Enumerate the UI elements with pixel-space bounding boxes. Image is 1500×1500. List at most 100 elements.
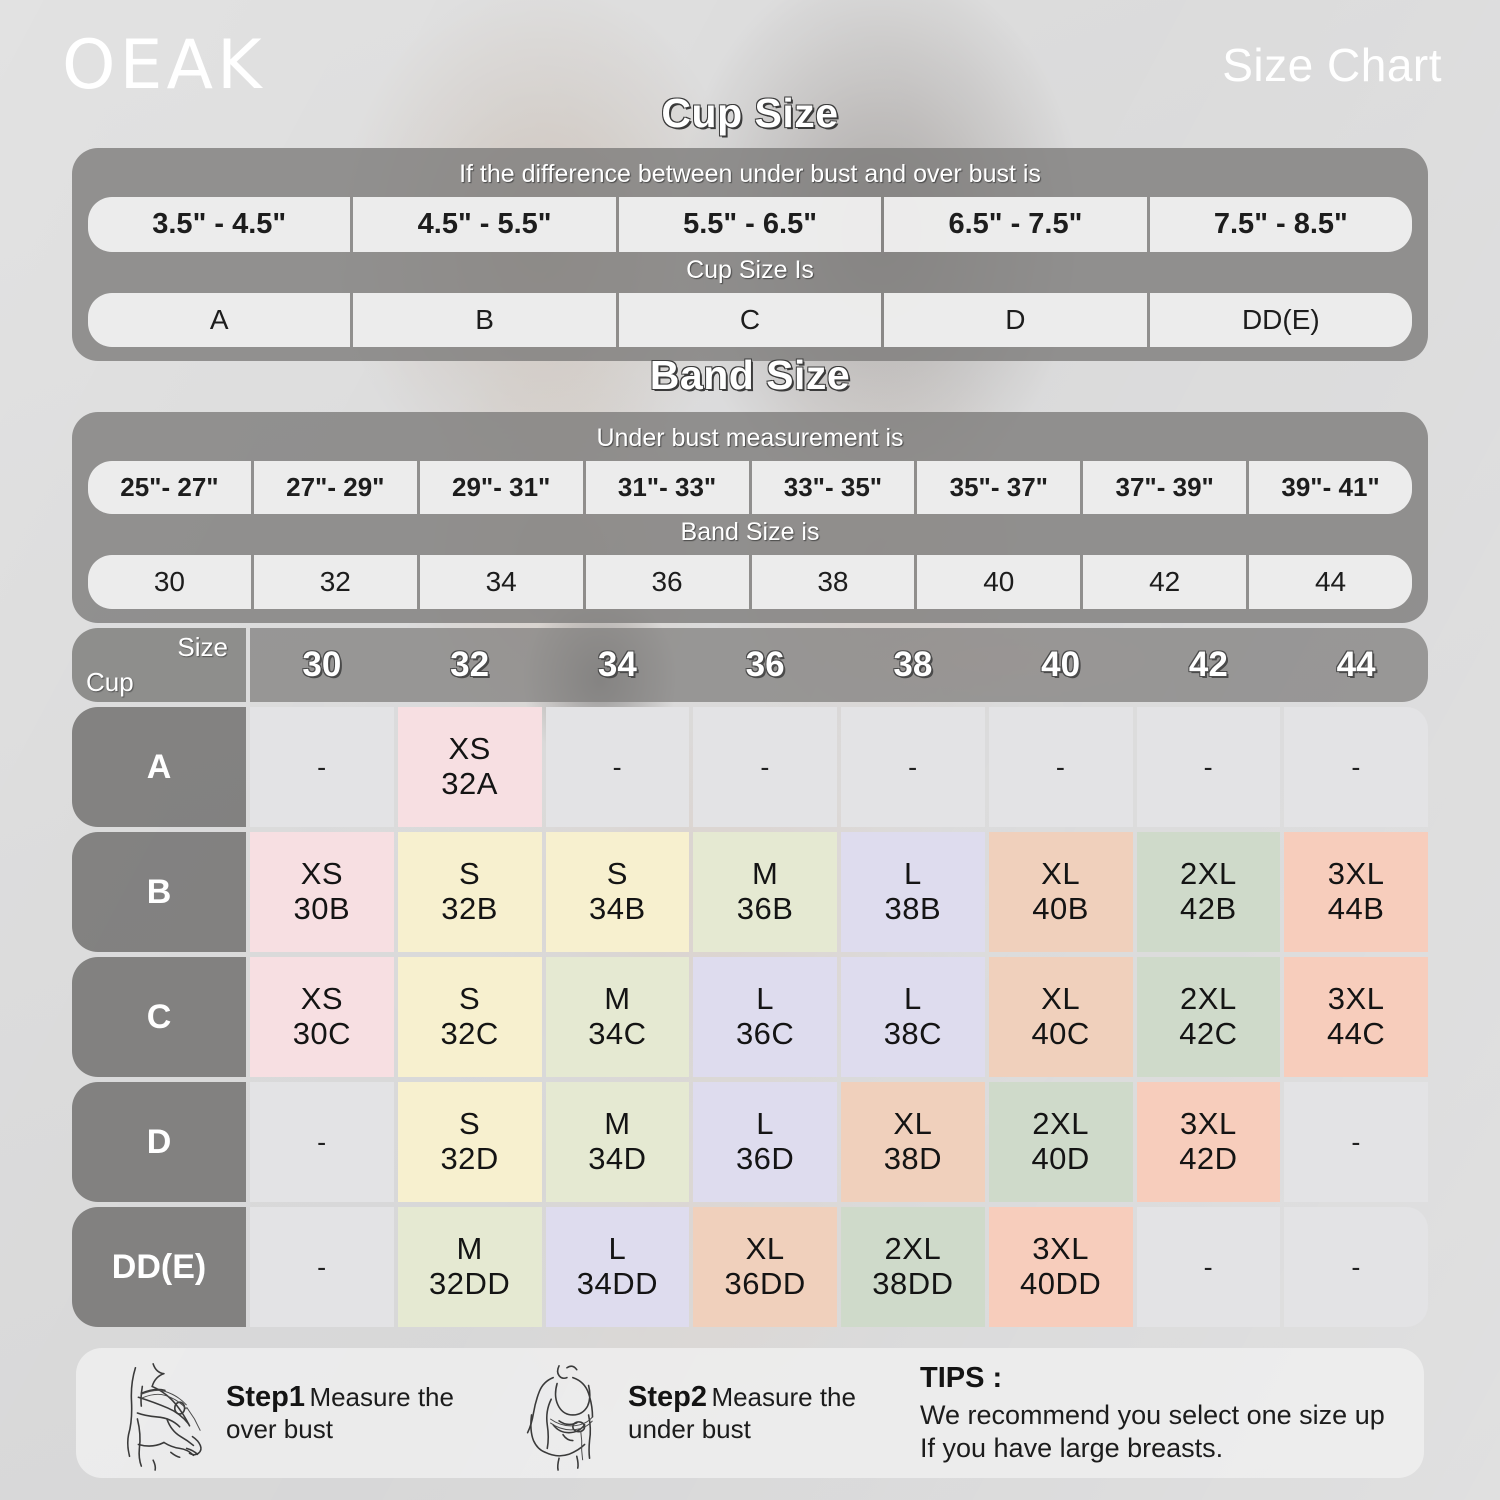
- band-value-row: 30 32 34 36 38 40 42 44: [88, 555, 1412, 609]
- matrix-cell-B-36: M 36B: [693, 832, 837, 952]
- cell-size: M: [604, 1106, 631, 1142]
- band-value-cell-3: 36: [585, 555, 749, 609]
- step-1-title: Step1: [226, 1380, 305, 1413]
- tips-line-1: We recommend you select one size up: [920, 1399, 1385, 1430]
- matrix-cell-A-40: -: [988, 707, 1133, 827]
- step-2-title: Step2: [628, 1380, 707, 1413]
- empty-marker: -: [1351, 1251, 1361, 1282]
- cup-size-heading: Cup Size: [661, 90, 839, 136]
- matrix-band-header-30: 30: [302, 645, 342, 684]
- cell-code: 34DD: [576, 1266, 658, 1301]
- matrix-cell-DD(E)-44: -: [1284, 1207, 1428, 1327]
- cell-size: XL: [745, 1231, 785, 1267]
- cell-size: XS: [300, 856, 344, 892]
- cell-code: 34D: [588, 1141, 647, 1176]
- size-matrix: Size Cup 30 32 34 36 38 40 42 44 A - XS 32A - - - - - - B…: [72, 628, 1428, 1327]
- matrix-cell-C-34: M 34C: [545, 957, 690, 1077]
- cup-range-cell-3: 6.5" - 7.5": [884, 197, 1147, 252]
- matrix-cell-D-44: -: [1284, 1082, 1428, 1202]
- cell-code: 40B: [1032, 891, 1089, 926]
- band-range-cell-7: 39"- 41": [1249, 461, 1412, 514]
- matrix-row-B: B XS 30B S 32B S 34B M 36B L 38B XL 40B 2XL 42B 3XL 44B: [72, 832, 1428, 952]
- cell-code: 40DD: [1019, 1266, 1102, 1301]
- matrix-cup-label-A: A: [72, 707, 246, 827]
- matrix-cell-B-42: 2XL 42B: [1136, 832, 1281, 952]
- matrix-header-row: Size Cup 30 32 34 36 38 40 42 44: [72, 628, 1428, 702]
- step-2-line-2: under bust: [628, 1413, 751, 1444]
- step-1: Step1 Measure the over bust: [102, 1354, 494, 1472]
- cell-code: 32DD: [428, 1266, 511, 1301]
- matrix-corner-cell: Size Cup: [72, 628, 246, 702]
- matrix-band-header-38: 38: [893, 645, 933, 684]
- band-value-cell-4: 38: [751, 555, 915, 609]
- cell-size: L: [904, 856, 922, 892]
- step-1-line-2: over bust: [226, 1413, 333, 1444]
- cup-value-cell-4: DD(E): [1149, 293, 1413, 347]
- matrix-cell-DD(E)-32: M 32DD: [397, 1207, 542, 1327]
- band-size-heading: Band Size: [649, 352, 851, 398]
- matrix-cell-D-32: S 32D: [397, 1082, 542, 1202]
- step-2-line-1: Measure the: [711, 1381, 856, 1412]
- matrix-cell-B-44: 3XL 44B: [1284, 832, 1428, 952]
- matrix-cell-A-34: -: [545, 707, 690, 827]
- cell-code: 36C: [735, 1016, 795, 1051]
- cell-code: 36B: [736, 891, 794, 926]
- cell-size: XL: [1041, 981, 1081, 1017]
- under-bust-measure-icon: [504, 1354, 622, 1472]
- matrix-row-C: C XS 30C S 32C M 34C L 36C L 38C XL 40C 2XL 42C 3XL 44C: [72, 957, 1428, 1077]
- band-range-cell-6: 37"- 39": [1083, 461, 1247, 514]
- step-2: Step2 Measure the under bust: [504, 1354, 896, 1472]
- cell-code: 40D: [1031, 1141, 1090, 1176]
- cell-code: 34C: [588, 1016, 647, 1051]
- matrix-cell-C-36: L 36C: [693, 957, 837, 1077]
- cup-value-row: A B C D DD(E): [88, 293, 1413, 347]
- cell-code: 40C: [1031, 1016, 1090, 1051]
- matrix-cup-label-C: C: [72, 957, 246, 1077]
- cup-size-panel: If the difference between under bust and…: [72, 148, 1428, 361]
- cell-size: S: [459, 856, 481, 892]
- brand-logo: OEAK: [62, 26, 266, 105]
- band-value-cell-2: 34: [419, 555, 583, 609]
- band-value-cell-1: 32: [253, 555, 417, 609]
- matrix-cell-D-34: M 34D: [545, 1082, 690, 1202]
- cell-size: 2XL: [1032, 1106, 1089, 1142]
- matrix-row-A: A - XS 32A - - - - - -: [72, 707, 1428, 827]
- cell-size: 2XL: [884, 1231, 942, 1267]
- cell-size: 3XL: [1180, 1106, 1237, 1142]
- cell-size: S: [606, 856, 628, 892]
- matrix-band-header-42: 42: [1188, 645, 1228, 684]
- empty-marker: -: [612, 751, 623, 782]
- cell-code: 30B: [293, 891, 351, 926]
- matrix-band-header-40: 40: [1041, 645, 1081, 684]
- matrix-cell-DD(E)-40: 3XL 40DD: [988, 1207, 1133, 1327]
- cell-size: XL: [893, 1106, 933, 1142]
- band-measurement-label: Under bust measurement is: [596, 424, 904, 452]
- matrix-cell-B-34: S 34B: [545, 832, 690, 952]
- cell-size: 2XL: [1180, 856, 1237, 892]
- cell-size: 3XL: [1327, 981, 1385, 1017]
- cup-range-cell-4: 7.5" - 8.5": [1149, 197, 1413, 252]
- matrix-cell-B-30: XS 30B: [250, 832, 394, 952]
- cell-code: 42B: [1180, 891, 1237, 926]
- cell-code: 30C: [292, 1016, 352, 1051]
- band-range-cell-2: 29"- 31": [419, 461, 583, 514]
- matrix-cup-label-D: D: [72, 1082, 246, 1202]
- band-range-cell-0: 25"- 27": [88, 461, 251, 514]
- matrix-band-header-32: 32: [450, 645, 490, 684]
- matrix-band-header-36: 36: [745, 645, 785, 684]
- cup-value-cell-3: D: [884, 293, 1147, 347]
- band-range-row: 25"- 27" 27"- 29" 29"- 31" 31"- 33" 33"- 35"…: [88, 461, 1412, 514]
- corner-cup-label: Cup: [86, 667, 134, 697]
- page-title: Size Chart: [1222, 39, 1442, 91]
- step-1-line-1: Measure the: [309, 1381, 454, 1412]
- cell-code: 38B: [884, 891, 942, 926]
- cell-size: XS: [448, 731, 491, 767]
- cup-value-cell-0: A: [88, 293, 351, 347]
- empty-marker: -: [908, 751, 918, 782]
- matrix-band-header-34: 34: [597, 645, 637, 684]
- band-value-cell-5: 40: [917, 555, 1081, 609]
- cell-code: 44B: [1327, 891, 1385, 926]
- cell-code: 36DD: [724, 1266, 806, 1301]
- cell-code: 32A: [441, 766, 498, 801]
- cell-size: M: [751, 856, 779, 892]
